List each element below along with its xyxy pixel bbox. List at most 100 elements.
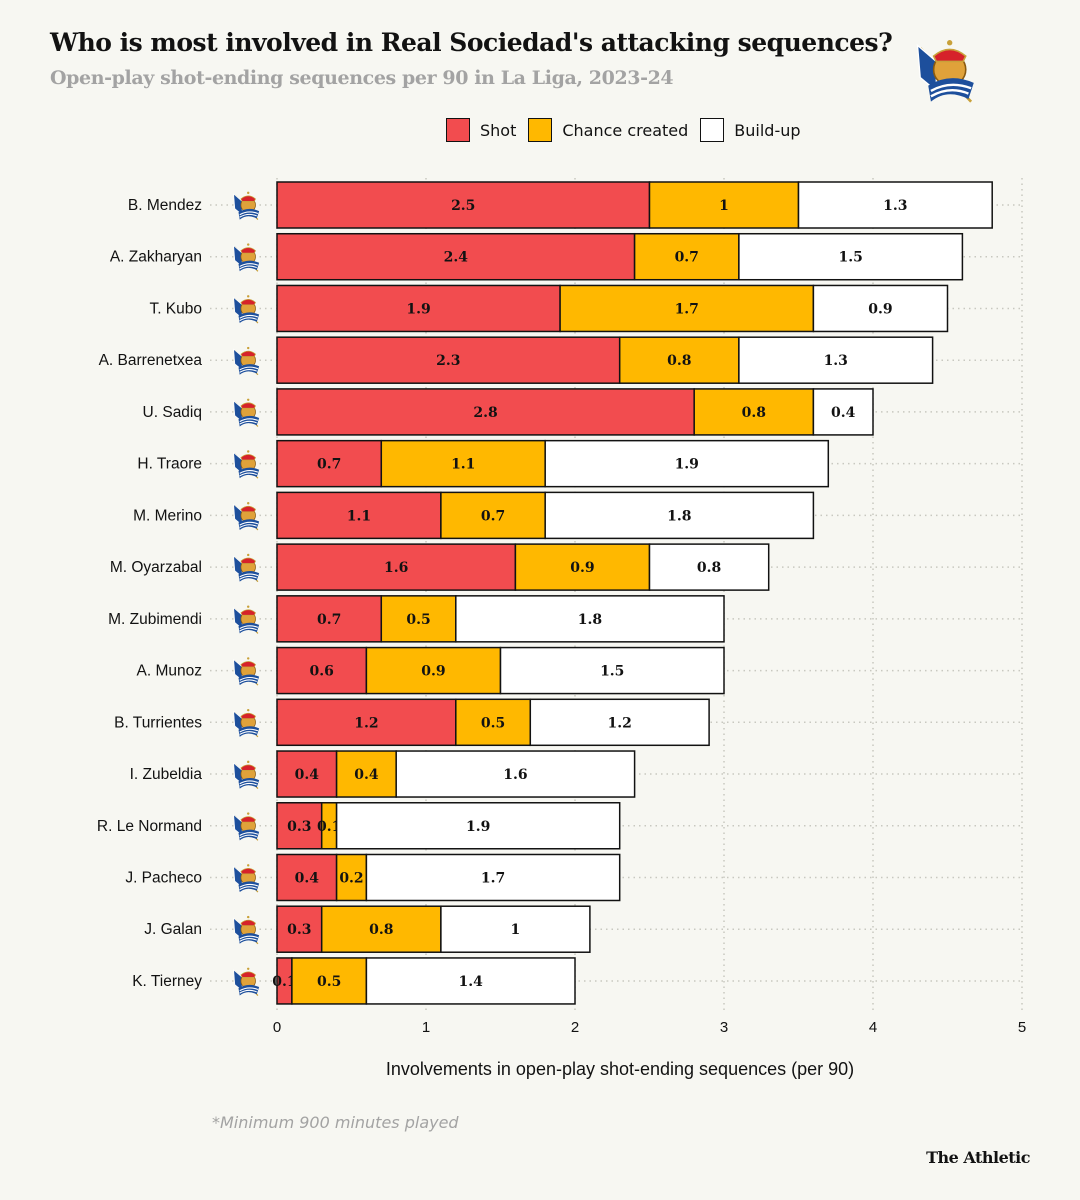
- bar-segment-shot: [276, 905, 323, 953]
- legend-label-build-up: Build-up: [734, 120, 801, 140]
- bar-segment-shot: [276, 698, 457, 747]
- player-label: K. Tierney: [132, 973, 202, 990]
- data-label: 0.8: [697, 560, 721, 576]
- bar-segment-chance-created: [440, 491, 546, 540]
- data-label: 0.4: [295, 870, 320, 886]
- player-label: M. Zubimendi: [108, 611, 202, 628]
- bar-segment-shot: [276, 853, 338, 902]
- bar-segment-build-up: [544, 491, 815, 540]
- real-sociedad-crest-icon: [233, 864, 260, 893]
- player-label: A. Barrenetxea: [99, 352, 203, 369]
- player-label: M. Oyarzabal: [110, 559, 202, 576]
- x-tick-label: 4: [869, 1019, 877, 1036]
- bar-segment-chance-created: [380, 595, 457, 643]
- real-sociedad-crest-icon: [233, 346, 260, 376]
- legend-label-chance-created: Chance created: [562, 120, 689, 140]
- x-tick-label: 0: [273, 1019, 281, 1036]
- bar-segment-chance-created: [335, 750, 397, 798]
- chart-subtitle: Open-play shot-ending sequences per 90 i…: [50, 67, 674, 89]
- player-label: M. Merino: [133, 507, 202, 524]
- x-tick-label: 2: [571, 1019, 579, 1036]
- real-sociedad-crest-icon: [233, 915, 260, 945]
- bar-segment-build-up: [812, 284, 949, 333]
- bar-segment-chance-created: [291, 957, 368, 1005]
- data-label: 0.5: [406, 612, 430, 628]
- real-sociedad-crest-icon: [233, 502, 260, 531]
- real-sociedad-crest-icon: [233, 553, 260, 583]
- player-label: T. Kubo: [149, 300, 202, 317]
- bar-segment-build-up: [812, 388, 874, 436]
- data-label: 1.9: [406, 301, 430, 317]
- data-label: 1.2: [608, 715, 632, 731]
- player-label: H. Traore: [137, 456, 202, 473]
- bar-segment-shot: [276, 284, 561, 333]
- data-label: 0.9: [868, 301, 892, 317]
- player-label: U. Sadiq: [143, 404, 202, 421]
- data-label: 2.8: [473, 405, 497, 421]
- bar-segment-shot: [276, 750, 338, 798]
- data-label: 1.3: [883, 198, 907, 214]
- player-label: B. Mendez: [128, 197, 202, 214]
- data-label: 0.8: [369, 922, 393, 938]
- data-label: 0.4: [295, 767, 320, 783]
- data-label: 1.6: [503, 767, 527, 783]
- data-label: 1.4: [459, 974, 484, 990]
- bar-segment-build-up: [529, 698, 710, 747]
- bar-segment-build-up: [365, 957, 576, 1005]
- data-label: 1.2: [354, 715, 378, 731]
- data-label: 1.1: [347, 508, 371, 524]
- data-label: 2.4: [444, 250, 469, 266]
- data-label: 0.3: [287, 922, 311, 938]
- real-sociedad-crest-icon: [233, 812, 260, 841]
- data-label: 0.9: [570, 560, 594, 576]
- bar-segment-shot: [276, 439, 383, 488]
- legend-label-shot: Shot: [480, 120, 517, 140]
- bar-segment-chance-created: [365, 646, 502, 695]
- real-sociedad-crest-icon: [233, 450, 260, 479]
- data-label: 1.1: [451, 457, 475, 473]
- data-label: 0.8: [742, 405, 766, 421]
- player-label: J. Galan: [144, 921, 202, 938]
- data-label: 1.3: [824, 353, 848, 369]
- bar-segment-shot: [276, 232, 636, 281]
- data-label: 0.7: [481, 508, 505, 524]
- bar-segment-shot: [276, 802, 323, 850]
- legend-swatch-chance-created: [528, 118, 553, 142]
- data-label: 1.8: [667, 508, 691, 524]
- player-label: A. Zakharyan: [110, 249, 202, 266]
- real-sociedad-crest-icon: [912, 32, 982, 111]
- data-label: 2.3: [436, 353, 460, 369]
- data-label: 0.1: [317, 819, 341, 835]
- chart-title: Who is most involved in Real Sociedad's …: [50, 28, 893, 57]
- data-label: 0.7: [317, 457, 341, 473]
- bar-segment-build-up: [544, 439, 830, 488]
- data-label: 0.7: [317, 612, 341, 628]
- bar-segment-chance-created: [380, 439, 546, 488]
- player-label: A. Munoz: [137, 663, 202, 680]
- bar-segment-build-up: [455, 595, 725, 643]
- real-sociedad-crest-icon: [233, 967, 260, 996]
- bar-segment-build-up: [499, 646, 725, 695]
- real-sociedad-crest-icon: [233, 657, 260, 686]
- legend-swatch-build-up: [700, 118, 725, 142]
- data-label: 0.9: [421, 664, 445, 680]
- data-label: 1.9: [675, 457, 699, 473]
- bar-segment-chance-created: [455, 698, 532, 747]
- data-label: 1.6: [384, 560, 408, 576]
- data-label: 0.4: [831, 405, 856, 421]
- real-sociedad-crest-icon: [233, 295, 260, 324]
- data-label: 1.8: [578, 612, 602, 628]
- data-label: 1: [719, 198, 729, 214]
- data-label: 0.3: [287, 819, 311, 835]
- real-sociedad-crest-icon: [233, 243, 260, 272]
- bar-segment-chance-created: [648, 181, 800, 229]
- data-label: 1.7: [675, 301, 699, 317]
- x-axis-label: Involvements in open-play shot-ending se…: [386, 1059, 854, 1079]
- bar-segment-chance-created: [320, 905, 442, 953]
- player-label: I. Zubeldia: [130, 766, 203, 783]
- bar-segment-shot: [276, 595, 383, 643]
- real-sociedad-crest-icon: [233, 191, 260, 220]
- data-label: 0.1: [272, 974, 296, 990]
- legend-swatch-shot: [446, 118, 470, 142]
- bar-segment-build-up: [738, 232, 964, 281]
